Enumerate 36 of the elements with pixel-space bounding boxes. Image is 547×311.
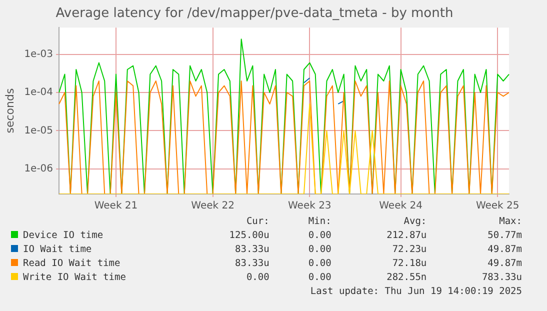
chart-title: Average latency for /dev/mapper/pve-data_tmeta - by month: [56, 6, 454, 22]
text: 49.87m: [486, 243, 523, 257]
text: 72.18u: [391, 257, 428, 271]
text: 125.00u: [228, 229, 270, 243]
text: 0.00: [307, 271, 332, 285]
y-tick-label: 1e-05: [24, 125, 54, 136]
text: Max:: [498, 215, 523, 229]
text: 50.77m: [486, 229, 523, 243]
y-tick-label: 1e-06: [24, 163, 54, 174]
y-axis-title: seconds: [3, 88, 16, 134]
legend-label: IO Wait time: [22, 243, 93, 257]
x-tick-label: Week 25: [476, 200, 520, 212]
text: 282.55n: [386, 271, 428, 285]
text: 212.87u: [386, 229, 428, 243]
x-tick-label: Week 21: [94, 200, 138, 212]
legend-label: Read IO Wait time: [22, 257, 122, 271]
text: 0.00: [245, 271, 270, 285]
y-tick-label: 1e-03: [24, 48, 54, 60]
text: 783.33u: [480, 271, 523, 285]
x-tick-label: Week 24: [379, 200, 422, 212]
text: Last update: Thu Jun 19 14:00:19 2025: [309, 285, 523, 299]
text: 72.23u: [391, 243, 428, 257]
text: 49.87m: [486, 257, 523, 271]
text: Avg:: [402, 215, 428, 229]
text: Min:: [307, 215, 332, 229]
legend-label: Device IO time: [22, 229, 104, 243]
x-tick-label: Week 22: [191, 200, 234, 212]
y-tick-label: 1e-04: [24, 87, 54, 98]
text: 0.00: [307, 243, 332, 257]
text: 0.00: [307, 229, 332, 243]
x-tick-label: Week 23: [288, 200, 332, 212]
legend-label: Write IO Wait time: [22, 271, 127, 285]
text: 83.33u: [234, 257, 270, 271]
text: 0.00: [307, 257, 332, 271]
text: 83.33u: [234, 243, 270, 257]
text: Cur:: [245, 215, 270, 229]
